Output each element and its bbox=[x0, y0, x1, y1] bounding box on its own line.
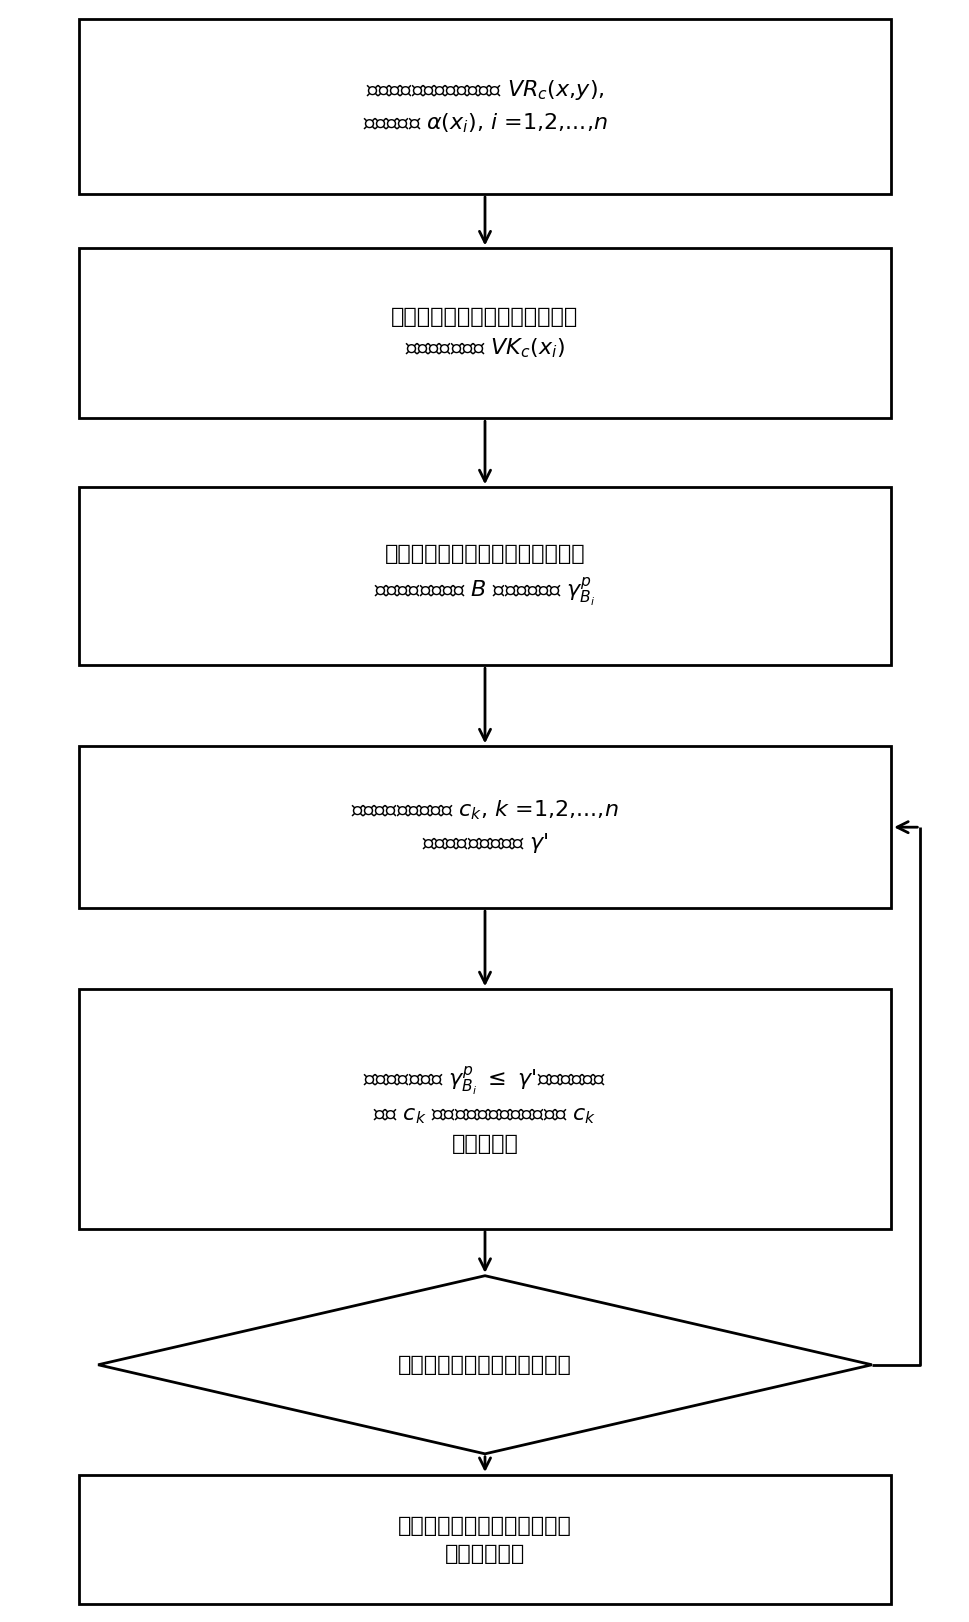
FancyBboxPatch shape bbox=[78, 19, 891, 195]
FancyBboxPatch shape bbox=[78, 248, 891, 418]
Text: 确定满足数据驱动量化特征关系
的特征集分别为 $\mathit{VK_c}$($x_i$): 确定满足数据驱动量化特征关系 的特征集分别为 $\mathit{VK_c}$($… bbox=[391, 307, 578, 360]
FancyBboxPatch shape bbox=[78, 1474, 891, 1604]
FancyBboxPatch shape bbox=[78, 746, 891, 908]
Text: 计算各实例间的特征相似度 $\mathit{VR_c}$($x$,$y$),
以及各阈值 $\alpha$($x_i$), $i$ =1,2,...,$n$: 计算各实例间的特征相似度 $\mathit{VR_c}$($x$,$y$), 以… bbox=[362, 78, 607, 135]
FancyBboxPatch shape bbox=[78, 487, 891, 665]
Text: 删除所有冗余的征兆属性值，
构建决策规则: 删除所有冗余的征兆属性值， 构建决策规则 bbox=[397, 1515, 572, 1564]
Text: 计算悲观数据驱动量化特征多粒度
模型下，属性子集 $B$ 的属性依赖度 $\gamma^{\mathit{p}}_{\mathit{B_i}}$: 计算悲观数据驱动量化特征多粒度 模型下，属性子集 $B$ 的属性依赖度 $\ga… bbox=[374, 545, 595, 608]
Text: 如果属性依赖度 $\gamma^{\mathit{p}}_{\mathit{B_i}}$ $\leq$ $\gamma$'，那么征兆属
性值 $c_k$ 是冗余: 如果属性依赖度 $\gamma^{\mathit{p}}_{\mathit{B_… bbox=[363, 1064, 606, 1155]
Polygon shape bbox=[98, 1277, 871, 1453]
Text: 依次删除征兆属性值 $c_k$, $k$ =1,2,...,$n$
计算新的属性依赖度 $\gamma$': 依次删除征兆属性值 $c_k$, $k$ =1,2,...,$n$ 计算新的属性… bbox=[351, 800, 618, 855]
Text: 是否为最后一个征兆属性节点: 是否为最后一个征兆属性节点 bbox=[397, 1354, 572, 1375]
FancyBboxPatch shape bbox=[78, 989, 891, 1229]
